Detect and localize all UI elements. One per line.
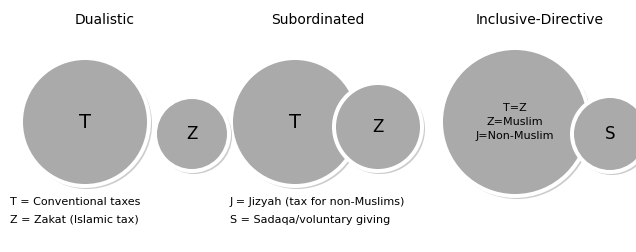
Text: S = Sadaqa/voluntary giving: S = Sadaqa/voluntary giving [230, 215, 391, 225]
Circle shape [442, 49, 592, 199]
Circle shape [153, 95, 231, 173]
Circle shape [570, 94, 636, 174]
Text: T: T [79, 112, 91, 132]
Circle shape [232, 59, 362, 189]
Text: T=Z
Z=Muslim
J=Non-Muslim: T=Z Z=Muslim J=Non-Muslim [476, 103, 554, 141]
Text: Z: Z [186, 125, 198, 143]
Circle shape [443, 50, 587, 194]
Circle shape [335, 84, 425, 174]
Circle shape [19, 56, 151, 188]
Circle shape [156, 98, 232, 174]
Circle shape [229, 56, 361, 188]
Circle shape [23, 60, 147, 184]
Circle shape [22, 59, 152, 189]
Text: Z = Zakat (Islamic tax): Z = Zakat (Islamic tax) [10, 215, 139, 225]
Circle shape [573, 97, 636, 175]
Text: T: T [289, 112, 301, 132]
Text: J = Jizyah (tax for non-Muslims): J = Jizyah (tax for non-Muslims) [230, 197, 405, 207]
Circle shape [336, 85, 420, 169]
Circle shape [439, 46, 591, 198]
Text: S: S [605, 125, 615, 143]
Text: Z: Z [372, 118, 384, 136]
Circle shape [233, 60, 357, 184]
Circle shape [332, 81, 424, 173]
Circle shape [574, 98, 636, 170]
Text: T = Conventional taxes: T = Conventional taxes [10, 197, 141, 207]
Text: Subordinated: Subordinated [272, 13, 364, 27]
Text: Inclusive-Directive: Inclusive-Directive [476, 13, 604, 27]
Text: Dualistic: Dualistic [75, 13, 135, 27]
Circle shape [157, 99, 227, 169]
